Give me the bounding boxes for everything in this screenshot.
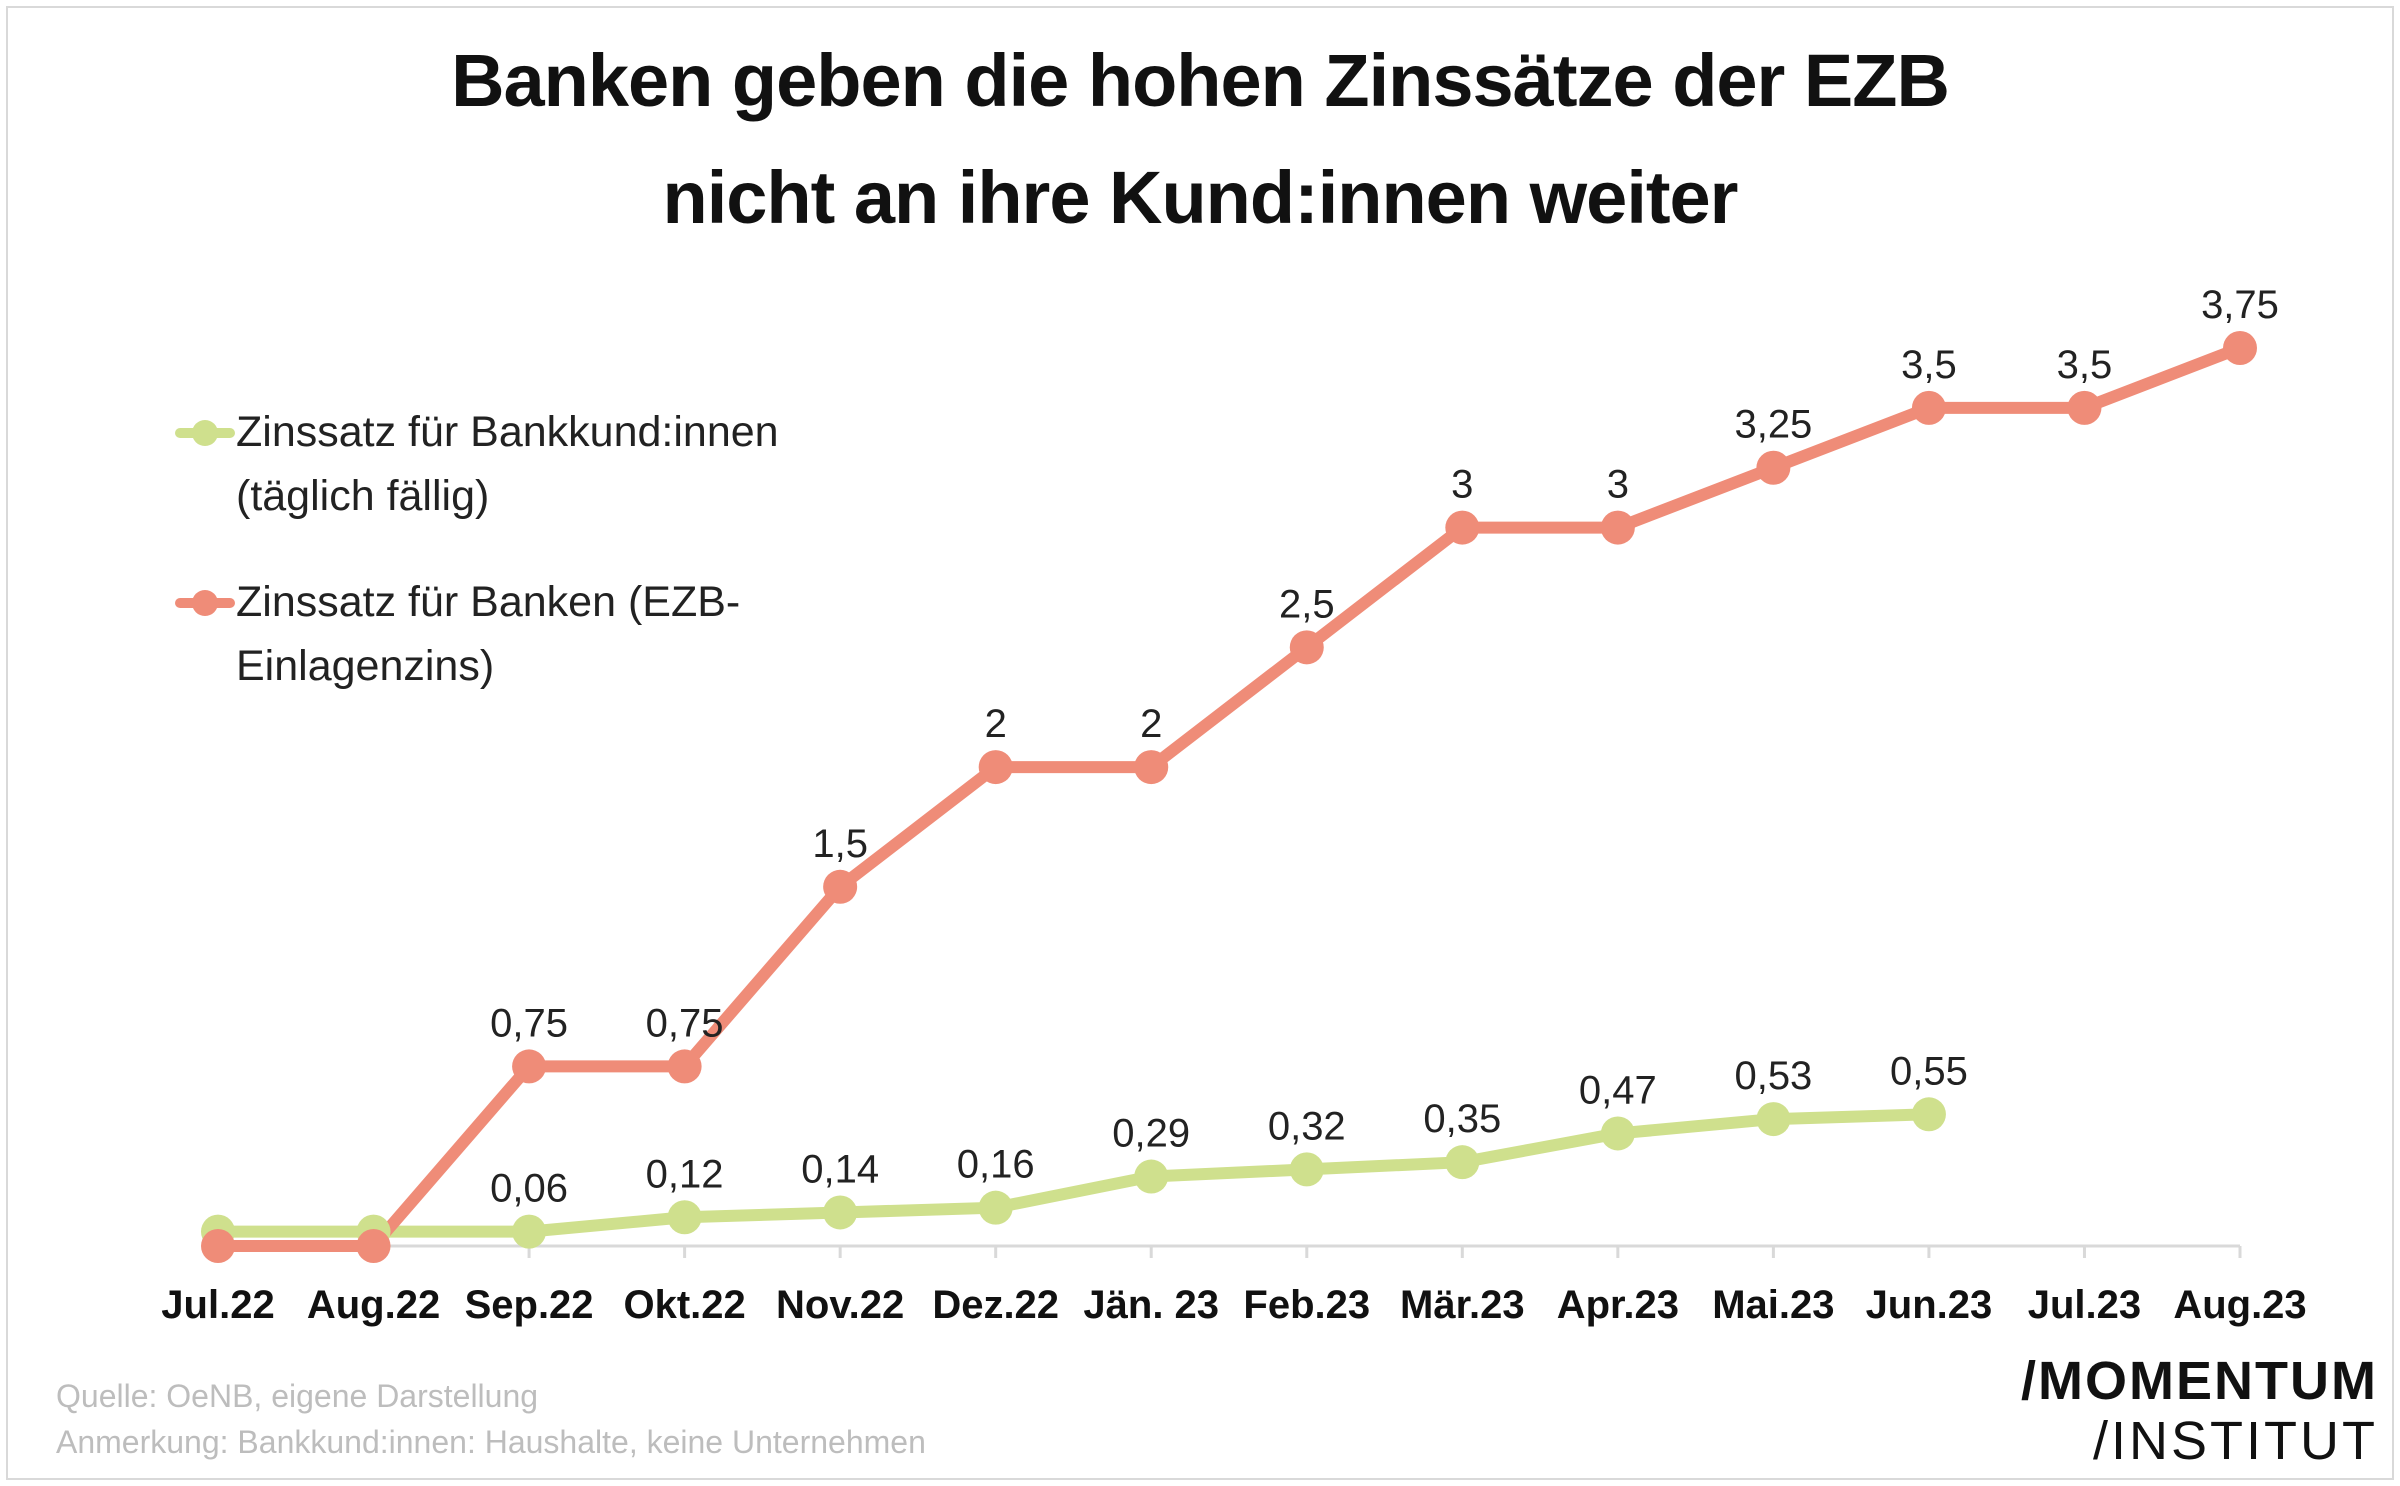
x-tick-label: Jän. 23 xyxy=(1083,1283,1219,1327)
chart-title-line1: Banken geben die hohen Zinssätze der EZB xyxy=(451,39,1950,122)
legend-red-line1: Zinssatz für Banken (EZB- xyxy=(236,578,741,626)
chart-title-line2: nicht an ihre Kund:innen weiter xyxy=(662,156,1739,239)
series-line-ecb xyxy=(212,342,2246,1252)
x-tick-label: Nov.22 xyxy=(776,1283,904,1327)
data-label: 2 xyxy=(1140,702,1162,746)
data-label: 0,75 xyxy=(646,1001,724,1045)
x-tick-label: Feb.23 xyxy=(1243,1283,1370,1327)
data-point xyxy=(667,1200,702,1235)
data-point xyxy=(512,1214,547,1249)
legend-green-marker xyxy=(192,420,218,446)
data-label: 0,55 xyxy=(1890,1049,1968,1093)
data-point xyxy=(1600,1116,1635,1151)
remark-note: Anmerkung: Bankkund:innen: Haushalte, ke… xyxy=(56,1424,926,1460)
data-point xyxy=(978,1190,1013,1225)
data-point xyxy=(823,869,858,904)
data-point xyxy=(356,1229,391,1263)
data-label: 0,16 xyxy=(957,1143,1035,1187)
x-tick-label: Okt.22 xyxy=(623,1283,745,1327)
data-point xyxy=(1911,1097,1946,1132)
data-point xyxy=(1134,750,1169,785)
data-label: 3,5 xyxy=(2057,343,2113,387)
data-point xyxy=(1134,1159,1169,1194)
legend-red-line2: Einlagenzins) xyxy=(236,642,495,690)
logo-institut: /INSTITUT xyxy=(2093,1411,2378,1471)
data-label: 1,5 xyxy=(812,822,868,866)
x-tick-label: Mär.23 xyxy=(1400,1283,1525,1327)
legend-green-line2: (täglich fällig) xyxy=(236,472,490,520)
data-point xyxy=(1445,510,1480,545)
data-point xyxy=(2067,390,2102,425)
x-tick-label: Jun.23 xyxy=(1866,1283,1993,1327)
data-label: 0,53 xyxy=(1734,1054,1812,1098)
data-label: 2 xyxy=(985,702,1007,746)
data-label: 0,47 xyxy=(1579,1068,1657,1112)
data-label: 0,14 xyxy=(801,1147,879,1191)
data-label: 3 xyxy=(1451,463,1473,507)
series-line-customers xyxy=(212,1108,1935,1238)
data-point xyxy=(201,1229,235,1263)
legend-red-text: Zinssatz für Banken (EZB- Einlagenzins) xyxy=(236,570,856,698)
data-label: 3,75 xyxy=(2201,283,2279,327)
x-tick-label: Sep.22 xyxy=(465,1283,594,1327)
data-label: 2,5 xyxy=(1279,582,1335,626)
data-point xyxy=(1911,390,1946,425)
data-point xyxy=(512,1049,547,1084)
legend-red-marker xyxy=(192,590,218,616)
data-point xyxy=(1756,1102,1791,1137)
x-tick-label: Aug.22 xyxy=(307,1283,440,1327)
x-tick-label: Apr.23 xyxy=(1557,1283,1679,1327)
data-label: 0,12 xyxy=(646,1152,724,1196)
data-point xyxy=(978,750,1013,785)
data-point xyxy=(1756,450,1791,485)
data-label: 0,75 xyxy=(490,1001,568,1045)
source-note: Quelle: OeNB, eigene Darstellung xyxy=(56,1378,539,1414)
data-label: 3 xyxy=(1607,463,1629,507)
x-tick-label: Aug.23 xyxy=(2173,1283,2306,1327)
chart-frame xyxy=(6,6,2394,1480)
data-point xyxy=(1289,630,1324,665)
data-label: 0,35 xyxy=(1423,1097,1501,1141)
data-label: 0,32 xyxy=(1268,1104,1346,1148)
data-point xyxy=(1445,1145,1480,1180)
data-point xyxy=(667,1049,702,1084)
data-point xyxy=(1600,510,1635,545)
data-label: 0,29 xyxy=(1112,1112,1190,1156)
data-label: 3,25 xyxy=(1734,403,1812,447)
legend-green-text: Zinssatz für Bankkund:innen (täglich fäl… xyxy=(236,400,856,528)
x-tick-label: Jul.22 xyxy=(161,1283,274,1327)
data-point xyxy=(823,1195,858,1230)
logo-momentum: /MOMENTUM xyxy=(2021,1351,2378,1411)
x-tick-label: Mai.23 xyxy=(1712,1283,1834,1327)
x-tick-label: Jul.23 xyxy=(2028,1283,2141,1327)
data-point xyxy=(2223,331,2257,365)
data-label: 3,5 xyxy=(1901,343,1957,387)
data-label: 0,06 xyxy=(490,1167,568,1211)
data-point xyxy=(1289,1152,1324,1187)
x-tick-label: Dez.22 xyxy=(932,1283,1059,1327)
legend-green-line1: Zinssatz für Bankkund:innen xyxy=(236,408,779,456)
